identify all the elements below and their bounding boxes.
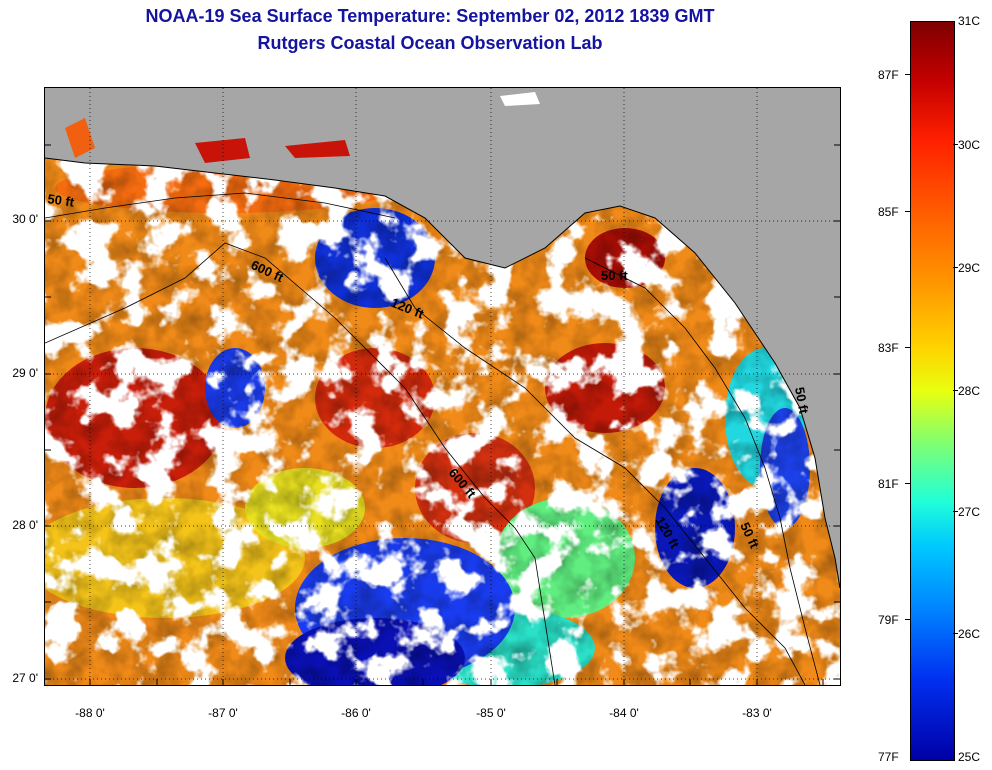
- colorbar-tick: [905, 347, 910, 348]
- colorbar-tick: [905, 619, 910, 620]
- lon-label: -88 0': [75, 706, 105, 720]
- colorbar-celsius-label: 27C: [958, 505, 981, 519]
- sst-map-canvas: 50 ft 600 ft 120 ft 50 ft 600 ft 120 ft …: [45, 88, 840, 685]
- colorbar-celsius-label: 30C: [958, 138, 981, 152]
- map-title: NOAA-19 Sea Surface Temperature: Septemb…: [145, 6, 715, 26]
- colorbar-tick: [905, 483, 910, 484]
- graticule: [45, 88, 840, 685]
- colorbar-fahrenheit-label: 87F: [878, 68, 899, 82]
- contour-600ft: [45, 242, 556, 685]
- colorbar-celsius-label: 28C: [958, 384, 981, 398]
- colorbar-fahrenheit-label: 79F: [878, 613, 899, 627]
- contour-50ft-west: [45, 192, 396, 219]
- lat-label: 28 0': [12, 518, 38, 532]
- contour-label: 50 ft: [792, 386, 812, 416]
- colorbar-tick: [953, 511, 958, 512]
- colorbar-celsius-label: 26C: [958, 627, 981, 641]
- bay: [195, 138, 250, 163]
- lon-label: -86 0': [341, 706, 371, 720]
- lon-label: -87 0': [208, 706, 238, 720]
- contour-label: 50 ft: [47, 191, 76, 210]
- colorbar-fahrenheit-label: 83F: [878, 341, 899, 355]
- sst-map[interactable]: 50 ft 600 ft 120 ft 50 ft 600 ft 120 ft …: [44, 87, 841, 686]
- colorbar-tick: [953, 267, 958, 268]
- colorbar-tick: [905, 74, 910, 75]
- colorbar-fahrenheit-label: 81F: [878, 477, 899, 491]
- lat-label: 27 0': [12, 671, 38, 685]
- colorbar-tick: [905, 211, 910, 212]
- contour-50ft-east: [584, 257, 821, 685]
- colorbar-tick: [953, 390, 958, 391]
- coastline: [45, 157, 840, 589]
- colorbar-celsius-label: 31C: [958, 14, 981, 28]
- colorbar-fahrenheit-label: 77F: [878, 750, 899, 764]
- contour-label: 50 ft: [601, 268, 628, 283]
- lon-label: -83 0': [742, 706, 772, 720]
- colorbar-celsius-label: 29C: [958, 261, 981, 275]
- map-subtitle: Rutgers Coastal Ocean Observation Lab: [257, 33, 603, 53]
- lake: [500, 92, 540, 106]
- contour-120ft: [384, 257, 806, 685]
- tick-marks: [45, 144, 840, 685]
- bay: [285, 140, 350, 158]
- temperature-colorbar: [910, 21, 955, 761]
- colorbar-fahrenheit-label: 85F: [878, 205, 899, 219]
- colorbar-celsius-label: 25C: [958, 750, 981, 764]
- bay: [65, 118, 95, 158]
- lon-label: -84 0': [609, 706, 639, 720]
- colorbar-tick: [953, 144, 958, 145]
- colorbar-tick: [953, 633, 958, 634]
- lat-label: 30 0': [12, 212, 38, 226]
- lat-label: 29 0': [12, 366, 38, 380]
- lon-label: -85 0': [476, 706, 506, 720]
